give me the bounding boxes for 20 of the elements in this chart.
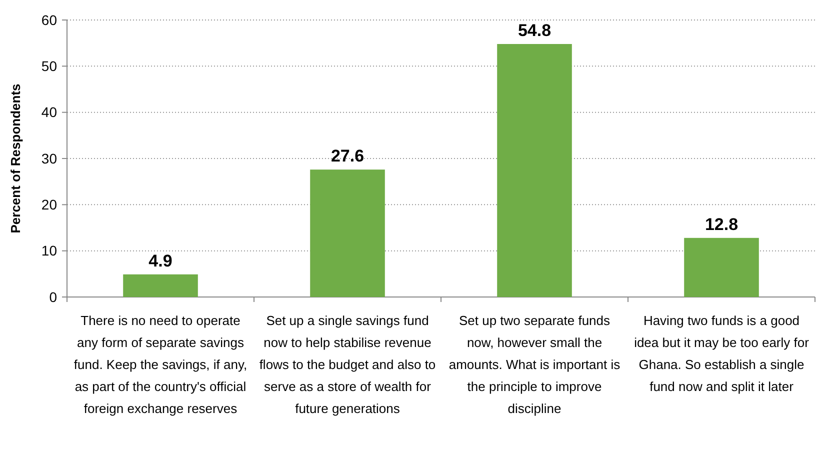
data-label: 27.6 [330, 146, 364, 166]
y-tick-label: 0 [49, 288, 58, 305]
y-tick-label: 60 [41, 12, 58, 28]
bar [684, 238, 759, 297]
y-tick-label: 20 [41, 196, 58, 213]
y-tick-label: 30 [41, 150, 58, 166]
x-tick-label: Set up a single savings fund now to help stabilise revenue flows to the budget and also to serve as a store of wealth for future generations [259, 313, 436, 416]
y-tick-label: 40 [41, 104, 58, 120]
y-tick-label: 10 [41, 242, 58, 259]
bar [123, 274, 198, 297]
data-label: 54.8 [518, 21, 552, 40]
x-tick-label: Having two funds is a good idea but it may be too early for Ghana. So establish a single fund now and split it later [634, 313, 810, 394]
y-tick-label: 50 [41, 58, 58, 74]
data-label: 4.9 [148, 251, 172, 270]
y-axis-title: Percent of Respondents [8, 84, 23, 234]
bar [310, 170, 385, 297]
x-tick-label: There is no need to operate any form of separate savings fund. Keep the savings, if any, as part of the country's official foreign exchange reserves [74, 313, 248, 416]
data-label: 12.8 [704, 214, 738, 234]
bar [497, 44, 572, 297]
x-tick-label: Set up two separate funds now, however small the amounts. What is important is the principle to improve discipline [448, 313, 621, 416]
